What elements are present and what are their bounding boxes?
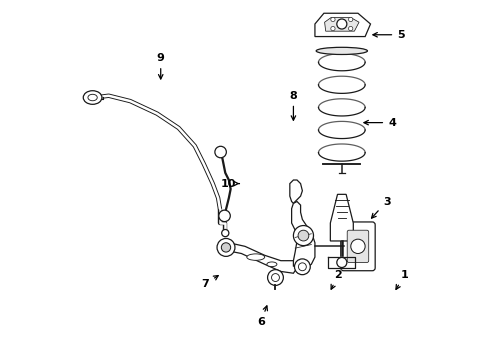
Text: 3: 3 [371, 197, 391, 218]
Circle shape [331, 26, 335, 31]
Text: 2: 2 [331, 270, 342, 289]
Polygon shape [223, 243, 297, 273]
Polygon shape [315, 13, 370, 37]
Circle shape [221, 243, 231, 252]
Polygon shape [324, 18, 359, 31]
Ellipse shape [267, 262, 277, 267]
Text: 5: 5 [373, 30, 405, 40]
Ellipse shape [316, 47, 368, 54]
Polygon shape [330, 194, 353, 241]
Circle shape [219, 210, 230, 222]
Polygon shape [290, 180, 302, 203]
Polygon shape [292, 202, 315, 268]
Circle shape [298, 263, 306, 271]
Text: 9: 9 [157, 53, 165, 79]
Text: 1: 1 [396, 270, 409, 289]
Text: 4: 4 [364, 118, 396, 128]
Circle shape [271, 274, 279, 282]
Ellipse shape [83, 91, 102, 104]
Circle shape [331, 17, 335, 22]
Circle shape [351, 239, 365, 253]
Circle shape [221, 229, 229, 237]
Circle shape [348, 26, 353, 31]
Text: 10: 10 [221, 179, 239, 189]
Circle shape [337, 257, 347, 267]
Circle shape [294, 259, 310, 275]
Circle shape [348, 17, 353, 22]
Text: 8: 8 [290, 91, 297, 120]
Circle shape [215, 146, 226, 158]
Circle shape [217, 238, 235, 256]
Ellipse shape [247, 254, 265, 260]
Circle shape [268, 270, 283, 285]
Circle shape [337, 19, 347, 29]
FancyBboxPatch shape [347, 230, 368, 262]
Polygon shape [328, 257, 355, 268]
Text: 7: 7 [202, 275, 218, 289]
Circle shape [298, 230, 309, 241]
Text: 6: 6 [257, 306, 268, 327]
Circle shape [294, 226, 314, 246]
Ellipse shape [88, 94, 97, 101]
FancyBboxPatch shape [341, 222, 375, 271]
